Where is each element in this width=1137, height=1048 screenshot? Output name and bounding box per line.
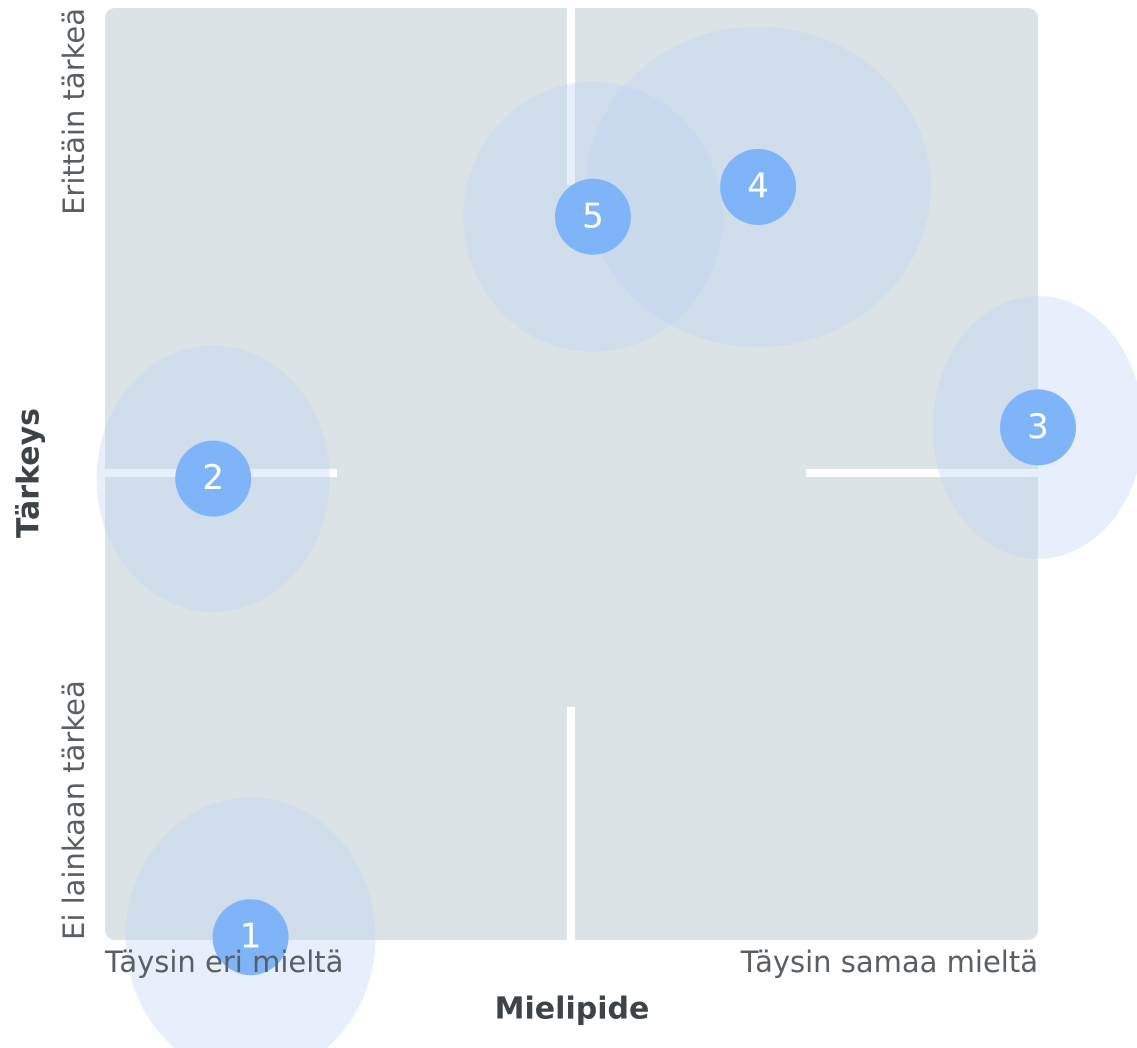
y-tick-label: Erittäin tärkeä — [57, 8, 91, 215]
plot-area — [105, 8, 1038, 940]
point-label: 1 — [240, 917, 262, 957]
point — [212, 899, 289, 976]
point — [1000, 389, 1076, 466]
y-tick-label: Ei lainkaan tärkeä — [57, 680, 91, 940]
point-label: 2 — [202, 458, 224, 498]
point — [720, 148, 797, 225]
point — [554, 178, 631, 255]
y-axis-title: Tärkeys — [12, 408, 47, 538]
x-tick-label: Täysin eri mieltä — [104, 945, 343, 979]
x-tick-label: Täysin samaa mieltä — [740, 945, 1038, 979]
points: 1 2 3 4 5 — [175, 148, 1076, 976]
point-label: 3 — [1027, 407, 1049, 447]
x-axis-title: Mielipide — [495, 992, 650, 1027]
point-label: 4 — [747, 166, 769, 206]
point-label: 5 — [582, 196, 604, 236]
point — [175, 440, 252, 517]
